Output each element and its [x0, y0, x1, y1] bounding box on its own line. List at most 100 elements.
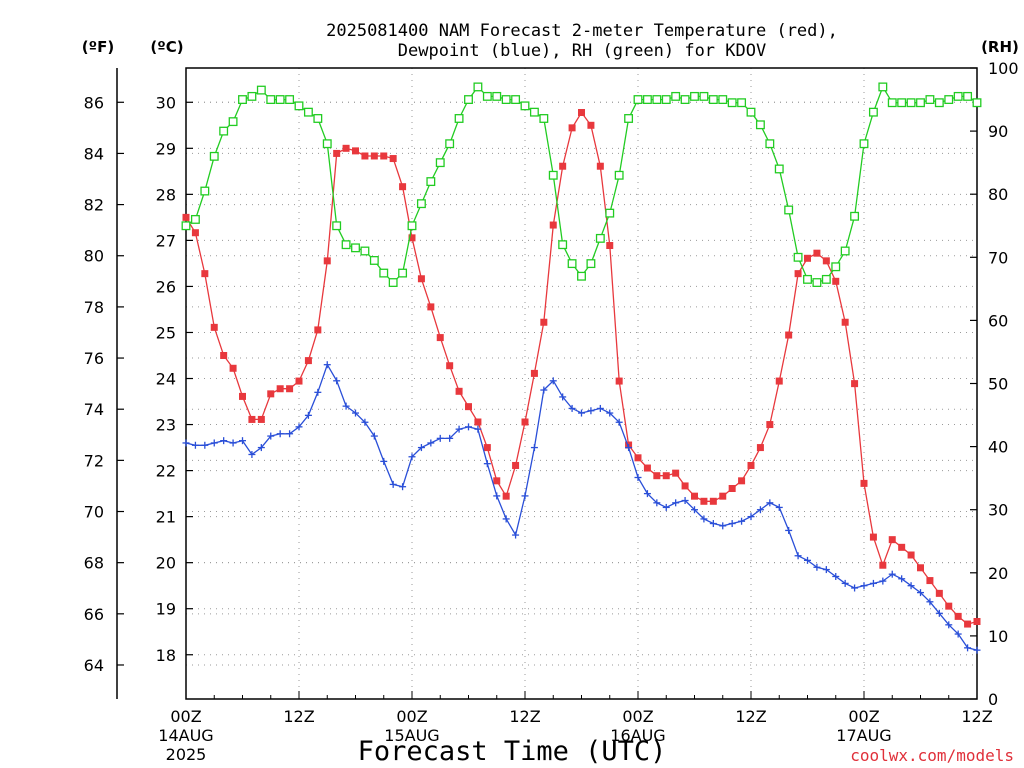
rh-point	[529, 107, 539, 117]
credit-text[interactable]: coolwx.com/models	[850, 746, 1014, 765]
fahrenheit-tick-label: 86	[84, 93, 104, 112]
dew-line	[185, 363, 978, 651]
dew-point	[559, 393, 567, 401]
dew-point	[512, 531, 520, 539]
rh-point	[351, 243, 360, 253]
dew-point	[191, 441, 199, 449]
rh-point	[548, 170, 558, 180]
dew-point	[229, 439, 237, 447]
rh-point	[624, 114, 634, 123]
temp-point	[681, 482, 689, 490]
rh-point	[906, 98, 916, 108]
rh-point	[275, 95, 285, 104]
rh-unit-label: (RH)	[981, 38, 1019, 56]
dew-point	[964, 644, 972, 652]
rh-point	[784, 205, 794, 215]
temp-point	[323, 257, 331, 265]
temp-point	[210, 323, 218, 331]
temp-point	[653, 472, 661, 480]
rh-point	[633, 95, 643, 104]
temp-point	[898, 543, 906, 551]
rh-point	[379, 268, 389, 278]
rh-point	[878, 82, 888, 92]
dew-point	[342, 402, 350, 410]
dew-point	[935, 609, 943, 617]
dew-point	[926, 598, 934, 606]
rh-point	[661, 95, 671, 104]
rh-point	[934, 98, 944, 108]
dew-point	[625, 444, 633, 452]
rh-point	[718, 95, 728, 104]
temp-point	[370, 152, 378, 160]
dew-point	[728, 520, 736, 528]
rh-point	[482, 91, 492, 101]
temp-point	[832, 277, 840, 285]
temp-point	[455, 387, 463, 395]
dew-point	[286, 430, 294, 438]
dew-point	[709, 520, 717, 528]
temp-series	[182, 109, 981, 628]
celsius-tick-label: 18	[156, 646, 176, 665]
dew-point	[917, 589, 924, 597]
rh-point	[671, 91, 681, 101]
temp-point	[926, 577, 934, 585]
dew-point	[879, 577, 887, 585]
rh-point	[360, 246, 370, 256]
celsius-tick-label: 30	[156, 93, 176, 112]
temp-point	[257, 415, 265, 423]
plot-frame	[185, 67, 978, 700]
temp-point	[879, 561, 887, 569]
rh-point	[407, 221, 417, 231]
rh-point	[332, 221, 342, 231]
rh-point	[586, 259, 596, 269]
dew-point	[210, 439, 218, 447]
rh-point	[294, 101, 304, 111]
temp-point	[540, 318, 548, 326]
x-tick-label: 00Z	[848, 707, 879, 726]
dew-point	[521, 492, 529, 500]
rh-point	[464, 95, 473, 104]
rh-point	[840, 246, 850, 256]
dew-point	[841, 579, 849, 587]
temp-point	[427, 303, 435, 311]
rh-tick-label: 100	[988, 59, 1019, 78]
dew-point	[370, 432, 378, 440]
temp-point	[709, 497, 717, 505]
dew-point	[766, 499, 774, 507]
rh-point	[511, 95, 521, 104]
x-tick-label: 12Z	[735, 707, 766, 726]
dew-point	[314, 388, 322, 396]
dew-point	[578, 409, 585, 417]
temp-point	[596, 162, 604, 170]
dew-point	[700, 515, 708, 523]
dew-point	[333, 377, 341, 385]
dew-point	[794, 552, 802, 560]
temp-point	[502, 492, 510, 500]
fahrenheit-tick-label: 80	[84, 247, 104, 266]
temp-point	[474, 418, 482, 426]
dew-point	[860, 582, 868, 590]
temp-point	[907, 551, 915, 559]
temp-point	[747, 461, 755, 469]
temp-point	[822, 257, 830, 265]
celsius-tick-label: 26	[156, 277, 176, 296]
x-tick-label: 12Z	[961, 707, 992, 726]
x-tick-sublabel: 16AUG	[610, 726, 665, 745]
dew-point	[747, 513, 755, 521]
rh-tick-label: 50	[988, 375, 1008, 394]
fahrenheit-tick-label: 72	[84, 451, 104, 470]
fahrenheit-tick-label: 68	[84, 554, 104, 573]
dew-point	[681, 497, 689, 505]
x-tick-sublabel: 14AUG	[158, 726, 213, 745]
temp-point	[286, 385, 294, 393]
x-tick-label: 00Z	[396, 707, 427, 726]
rh-point	[727, 98, 737, 108]
fahrenheit-tick-label: 70	[84, 503, 104, 522]
rh-point	[181, 221, 191, 231]
fahrenheit-tick-label: 76	[84, 349, 104, 368]
rh-series	[181, 82, 982, 287]
rh-point	[445, 139, 455, 149]
temp-point	[314, 326, 322, 334]
rh-point	[539, 114, 549, 123]
dew-point	[907, 582, 915, 590]
